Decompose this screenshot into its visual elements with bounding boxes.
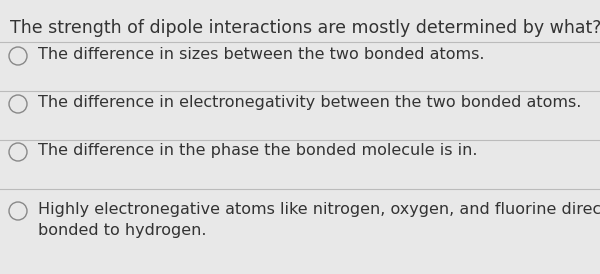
Text: The difference in the phase the bonded molecule is in.: The difference in the phase the bonded m… <box>38 143 478 158</box>
Text: Highly electronegative atoms like nitrogen, oxygen, and fluorine directly
bonded: Highly electronegative atoms like nitrog… <box>38 202 600 238</box>
Text: The difference in sizes between the two bonded atoms.: The difference in sizes between the two … <box>38 47 485 62</box>
Text: The strength of dipole interactions are mostly determined by what?: The strength of dipole interactions are … <box>10 19 600 37</box>
Text: The difference in electronegativity between the two bonded atoms.: The difference in electronegativity betw… <box>38 95 581 110</box>
